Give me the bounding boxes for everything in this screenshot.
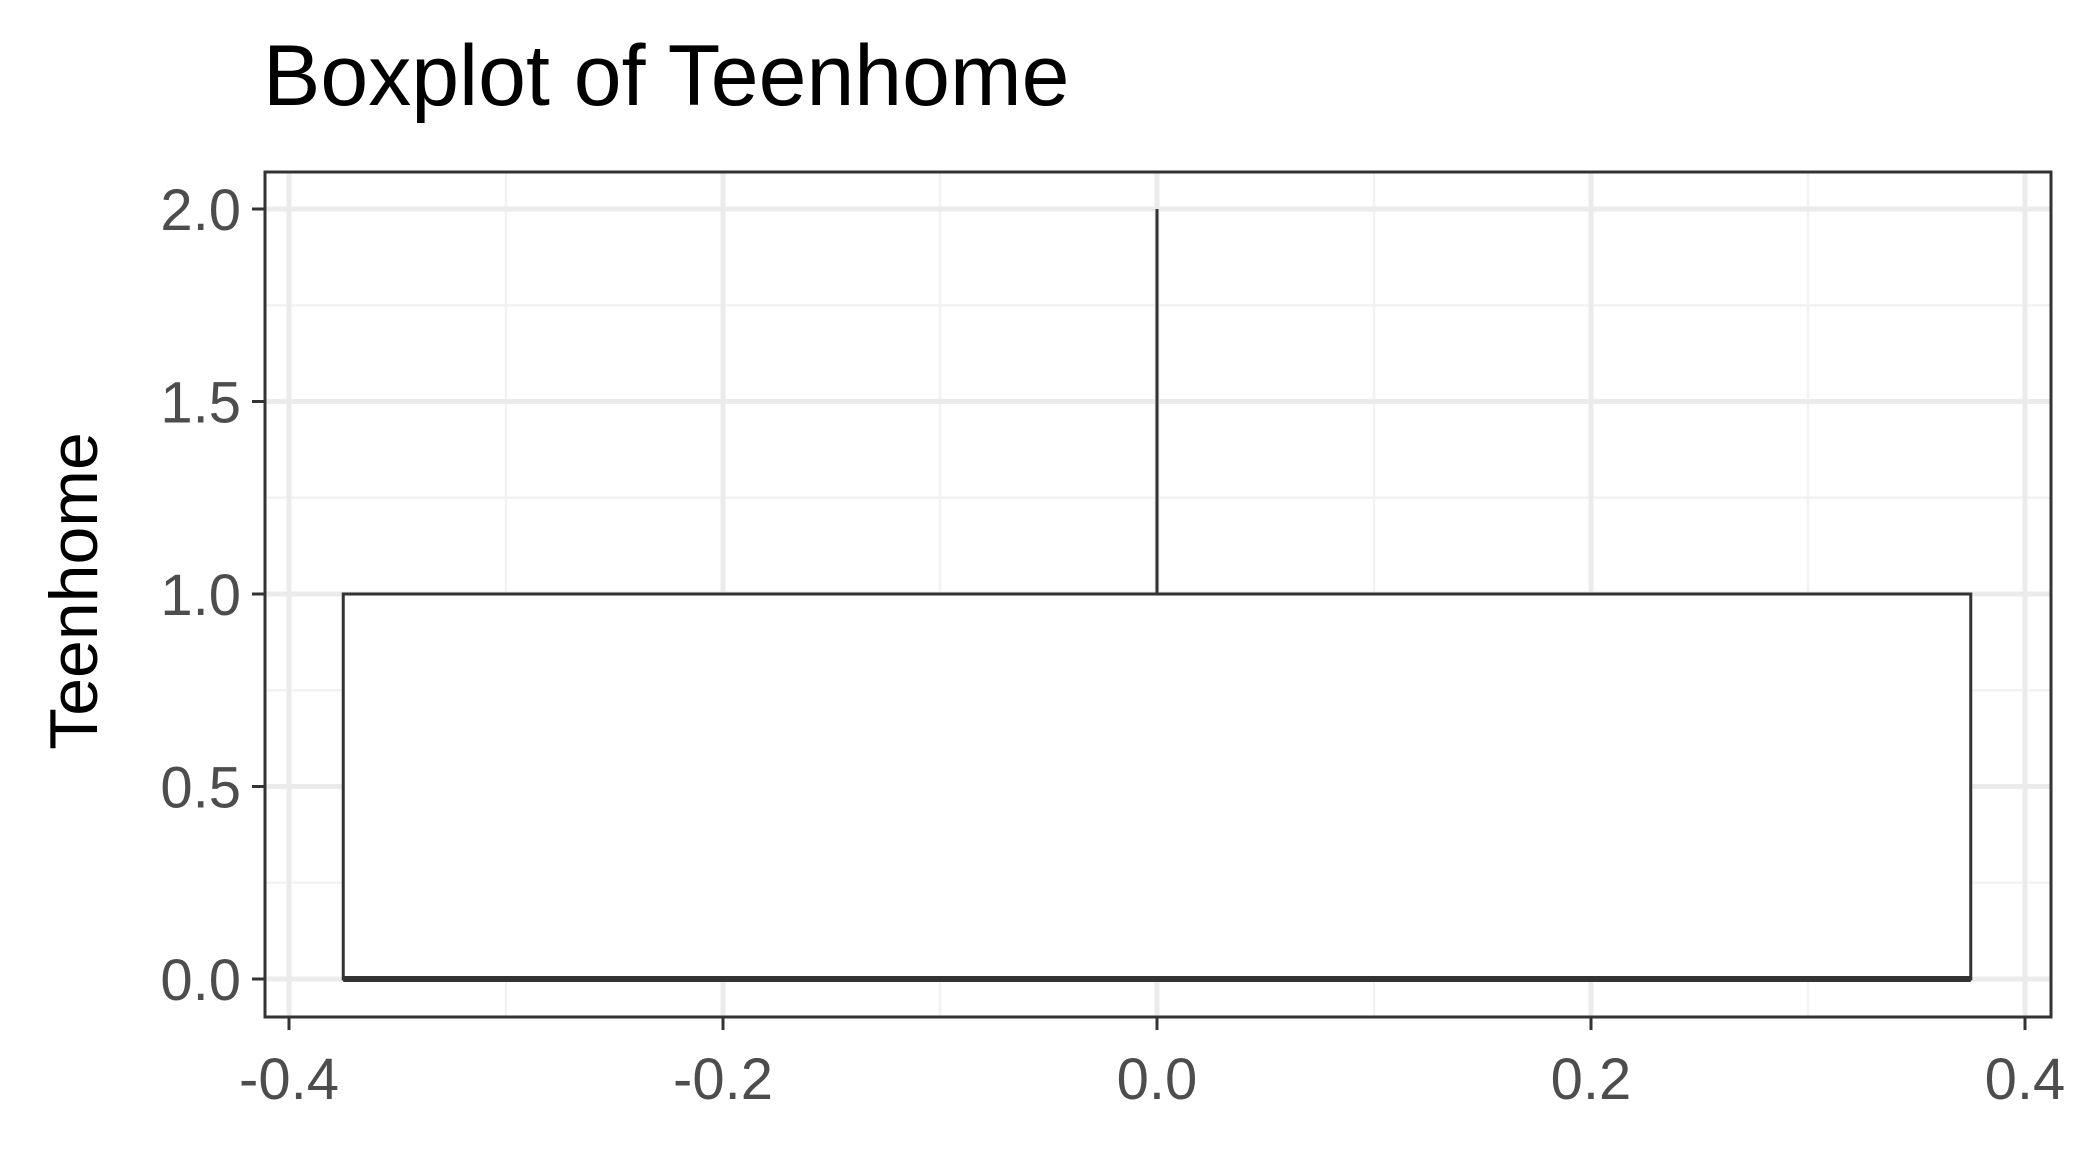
x-tick-label: 0.0 [1117,1047,1198,1112]
plot-layer: 0.0 0.5 1.0 1.5 2.0 -0.4 -0.2 0.0 0.2 0.4 [160,170,2066,1112]
x-tick-label: -0.4 [239,1047,339,1112]
y-tick-label: 0.0 [160,948,241,1013]
y-tick-label: 0.5 [160,756,241,821]
y-axis-title: Teenhome [36,432,112,750]
x-tick-label: 0.2 [1551,1047,1632,1112]
chart-title: Boxplot of Teenhome [263,28,1069,124]
x-tick-label: 0.4 [1985,1047,2066,1112]
y-tick-label: 1.0 [160,563,241,628]
box-iqr [341,592,1973,981]
y-tick-label: 1.5 [160,371,241,436]
y-tick-label: 2.0 [160,178,241,243]
x-tick-label: -0.2 [673,1047,773,1112]
